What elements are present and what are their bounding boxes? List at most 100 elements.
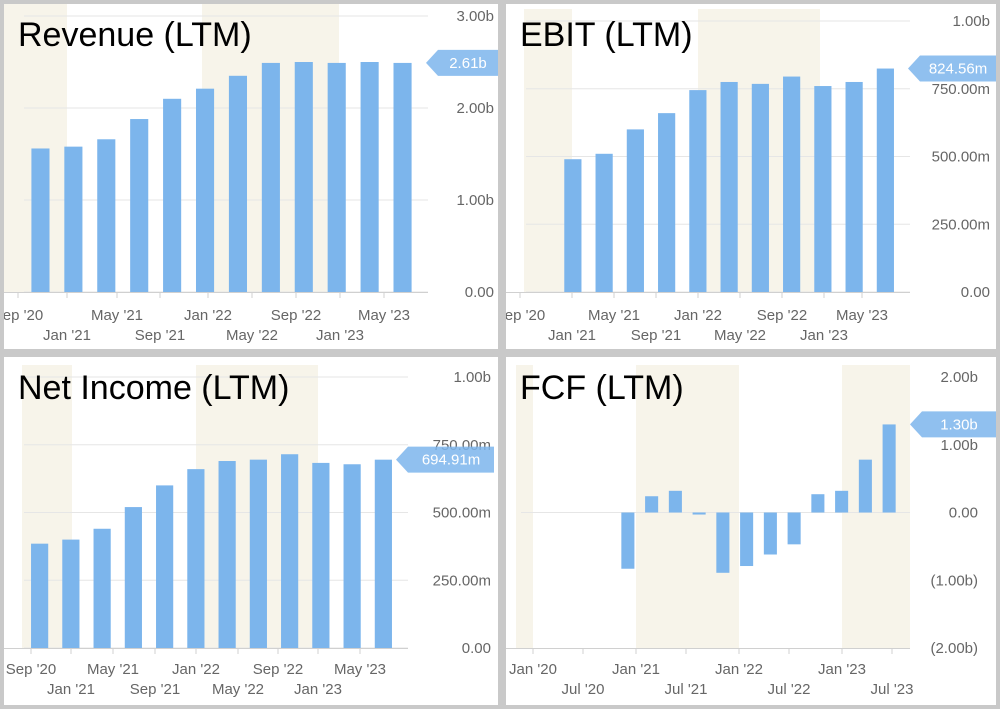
bar [343,464,361,648]
bar [689,90,707,292]
x-tick-label: Jan '21 [612,661,660,678]
x-tick-label: Jan '21 [43,327,91,344]
bar [130,119,149,292]
x-tick-label: May '22 [226,327,278,344]
bar [195,88,215,293]
bar [228,75,248,292]
bar [668,490,682,513]
bar [374,459,392,648]
chart-title-fcf: FCF (LTM) [520,369,684,407]
x-tick-label: Jan '20 [509,661,557,678]
x-tick-label: Jul '20 [562,681,605,698]
bar [882,424,896,513]
y-tick-label: 500.00m [932,149,990,166]
x-tick-label: May '23 [334,661,386,678]
x-tick-label: Sep '21 [135,327,185,344]
y-tick-label: 0.00 [462,640,491,657]
bar [740,512,754,567]
chart-title-net-income: Net Income (LTM) [18,369,290,407]
y-tick-label: 2.00b [940,369,978,386]
last-value-label: 2.61b [449,55,487,72]
x-tick-label: May '23 [836,307,888,324]
x-tick-label: Jan '22 [184,307,232,324]
chart-fcf: (2.00b) (1.00b) 0.00 1.00b 2.00b Jan '20 Jul '… [506,365,996,698]
bar [360,62,379,292]
bar [658,113,676,292]
last-value-flag [426,49,498,76]
bar [156,485,174,648]
x-tick-label: Sep '20 [506,307,545,324]
bar [31,148,50,292]
last-value-flag [910,411,996,438]
period-shade [842,365,910,648]
bar [845,81,863,292]
period-shade [524,9,572,292]
bar [858,459,872,513]
bar [327,62,346,292]
y-tick-label: 1.00b [940,437,978,454]
bar [564,159,582,292]
bar [621,512,635,569]
last-value-flag [908,55,996,82]
bar [595,153,613,292]
y-tick-label: 1.00b [952,13,990,30]
bar [720,81,738,292]
y-tick-label: 0.00 [465,284,494,301]
chart-title-ebit: EBIT (LTM) [520,16,693,54]
y-tick-label: 250.00m [433,572,491,589]
x-tick-label: Sep '22 [271,307,321,324]
last-value-label: 1.30b [940,416,978,433]
bar [876,68,894,292]
x-tick-label: Jan '23 [294,681,342,698]
x-tick-label: Sep '21 [130,681,180,698]
chart-panel-net-income: 0.00 250.00m 500.00m 750.00m 1.00b Sep '20 Jan… [4,357,498,705]
y-tick-label: 1.00b [453,369,491,386]
bar [281,454,299,648]
x-tick-label: Jul '22 [768,681,811,698]
x-tick-label: Jul '21 [665,681,708,698]
bar [62,539,80,648]
x-tick-label: May '22 [212,681,264,698]
x-tick-label: Jan '22 [715,661,763,678]
bar [626,129,644,292]
x-tick-label: Sep '22 [253,661,303,678]
bar [93,528,111,648]
bar [218,461,236,648]
bar [787,512,801,545]
bar [811,494,825,513]
x-tick-label: Jan '22 [674,307,722,324]
chart-panel-fcf: (2.00b) (1.00b) 0.00 1.00b 2.00b Jan '20 Jul '… [506,357,996,705]
bar [783,76,801,293]
x-tick-label: Jul '23 [871,681,914,698]
bar [294,62,313,292]
x-tick-label: Sep '20 [6,661,56,678]
bar [393,62,412,292]
bar [64,146,83,292]
bar [814,86,832,292]
x-tick-label: Jan '23 [800,327,848,344]
x-tick-label: May '21 [91,307,143,324]
x-tick-label: Jan '23 [818,661,866,678]
y-tick-label: 2.00b [456,100,494,117]
x-tick-label: May '21 [87,661,139,678]
last-value-label: 694.91m [422,452,480,469]
bar [645,496,659,513]
last-value-label: 824.56m [929,61,987,78]
bar [249,459,267,648]
y-tick-label: 3.00b [456,8,494,25]
bar [312,462,330,648]
bar [763,512,777,555]
bar [31,543,49,648]
x-tick-label: Jan '22 [172,661,220,678]
period-shade [516,365,533,648]
x-tick-label: Sep '22 [757,307,807,324]
bar [692,512,706,515]
bar [124,507,142,648]
y-tick-label: (1.00b) [930,572,978,589]
y-tick-label: 0.00 [961,284,990,301]
x-tick-label: May '22 [714,327,766,344]
y-tick-label: 250.00m [932,216,990,233]
